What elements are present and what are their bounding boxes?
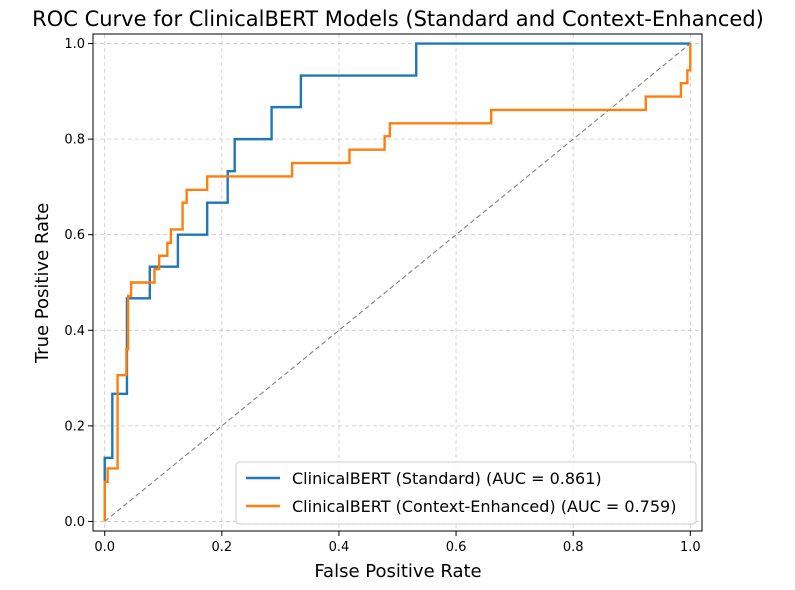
- y-tick-label: 0.2: [64, 419, 85, 434]
- chance-line: [104, 43, 691, 522]
- legend: ClinicalBERT (Standard) (AUC = 0.861) Cli…: [235, 461, 697, 525]
- legend-label: ClinicalBERT (Context-Enhanced) (AUC = 0…: [292, 497, 676, 516]
- legend-box: [235, 461, 697, 525]
- y-tick-label: 0.4: [64, 324, 85, 339]
- y-axis-ticks: 0.0 0.2 0.4 0.6 0.8 1.0: [64, 37, 93, 530]
- x-tick-label: 0.4: [329, 540, 350, 555]
- y-tick-label: 1.0: [64, 37, 85, 52]
- chart-title: ROC Curve for ClinicalBERT Models (Stand…: [32, 7, 764, 31]
- reference-diagonal: [104, 43, 691, 522]
- y-tick-label: 0.0: [64, 515, 85, 530]
- plot-frame: [92, 33, 703, 532]
- x-axis-label: False Positive Rate: [314, 561, 481, 582]
- y-axis-label: True Positive Rate: [32, 203, 53, 364]
- x-tick-label: 0.0: [94, 540, 115, 555]
- legend-label: ClinicalBERT (Standard) (AUC = 0.861): [292, 469, 602, 488]
- series-line-standard: [103, 42, 691, 522]
- x-tick-label: 0.6: [446, 540, 467, 555]
- x-tick-label: 1.0: [680, 540, 701, 555]
- x-axis-ticks: 0.0 0.2 0.4 0.6 0.8 1.0: [94, 531, 701, 555]
- y-tick-label: 0.6: [64, 228, 85, 243]
- x-tick-label: 0.8: [563, 540, 584, 555]
- series-line-context-enhanced: [103, 43, 692, 522]
- y-tick-label: 0.8: [64, 133, 85, 148]
- series-group: [103, 42, 692, 522]
- x-tick-label: 0.2: [211, 540, 232, 555]
